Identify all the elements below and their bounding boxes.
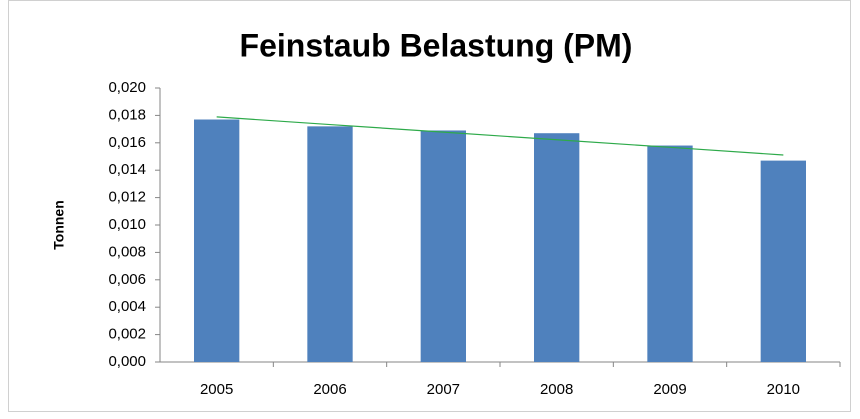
x-tick-label: 2008 <box>540 381 573 398</box>
bar <box>760 160 806 362</box>
bar <box>194 119 240 362</box>
y-tick-label: 0,004 <box>108 298 146 315</box>
y-tick-label: 0,014 <box>108 161 146 178</box>
y-tick-label: 0,000 <box>108 353 146 370</box>
y-tick-label: 0,010 <box>108 216 146 233</box>
x-tick-label: 2005 <box>200 381 233 398</box>
x-tick-label: 2009 <box>653 381 686 398</box>
bar <box>647 145 693 362</box>
y-tick-label: 0,002 <box>108 326 146 343</box>
y-axis-label: Tonnen <box>51 200 67 250</box>
y-tick-label: 0,016 <box>108 134 146 151</box>
y-tick-label: 0,018 <box>108 106 146 123</box>
y-tick-label: 0,012 <box>108 189 146 206</box>
chart-title: Feinstaub Belastung (PM) <box>240 27 633 63</box>
x-tick-label: 2007 <box>427 381 460 398</box>
x-tick-label: 2010 <box>767 381 800 398</box>
y-tick-label: 0,008 <box>108 243 146 260</box>
trendline <box>216 116 784 156</box>
bar <box>307 126 353 362</box>
y-tick-label: 0,006 <box>108 271 146 288</box>
bar <box>420 130 466 362</box>
x-tick-label: 2006 <box>313 381 346 398</box>
y-tick-label: 0,020 <box>108 79 146 96</box>
bar <box>534 133 580 362</box>
